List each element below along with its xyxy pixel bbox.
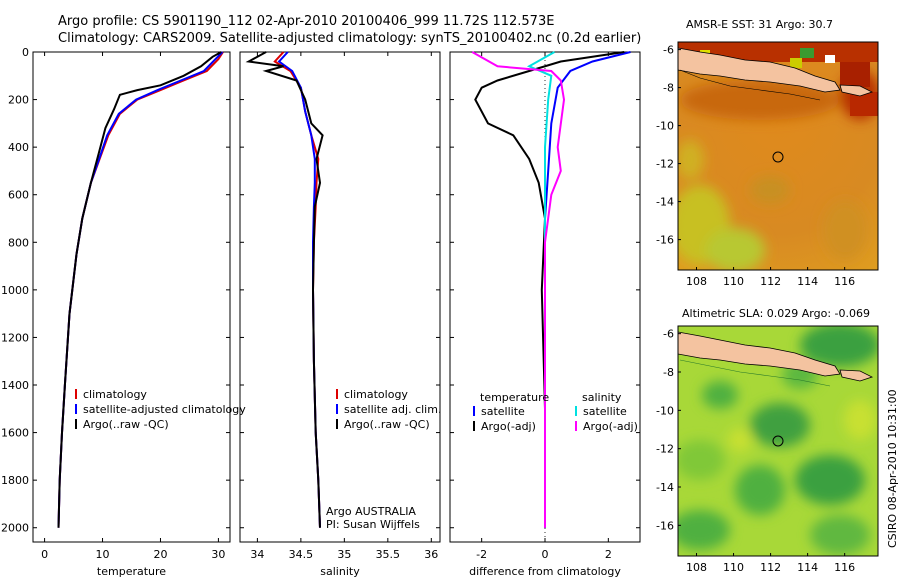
difference-xtick-label: 2 [605, 548, 612, 561]
sst-map-title: AMSR-E SST: 31 Argo: 30.7 [686, 18, 833, 31]
difference-xtick-label: -2 [476, 548, 487, 561]
sst-map-lon-label: 112 [760, 275, 781, 288]
sla-map-title: Altimetric SLA: 0.029 Argo: -0.069 [682, 307, 870, 320]
depth-tick-label: 200 [8, 94, 29, 107]
salinity-legend-label: climatology [344, 388, 408, 401]
salinity-series-argo-raw-qc- [245, 51, 324, 528]
salinity-xtick-label: 34.5 [289, 548, 314, 561]
sla-map-lon-label: 108 [686, 561, 707, 574]
temperature-xlabel: temperature [97, 565, 166, 578]
temperature-frame [32, 51, 231, 543]
sla-map-lon-label: 116 [834, 561, 855, 574]
sla-map-lon-label: 110 [723, 561, 744, 574]
argo-location-marker-sla [772, 435, 784, 447]
sst-map: 108 110 112 114 116 -6 -8 -10 -12 -14 -16 [656, 41, 879, 288]
sla-map-lat-label: -6 [663, 328, 674, 341]
land-java-sla [678, 331, 841, 377]
temperature-series-argo-raw-qc- [57, 51, 222, 528]
sla-map-lat-label: -16 [656, 519, 674, 532]
depth-tick-label: 800 [8, 236, 29, 249]
temperature-legend-label: satellite-adjusted climatology [83, 403, 246, 416]
sst-map-lon-label: 110 [723, 275, 744, 288]
salinity-legend-label: satellite adj. clim. [344, 403, 441, 416]
legend-header-salinity: salinity [582, 391, 622, 404]
difference-series-temperature-satellite [544, 51, 631, 528]
sst-map-lat-label: -10 [656, 120, 674, 133]
temperature-legend-label: Argo(..raw -QC) [83, 418, 169, 431]
argo-annotation: Argo AUSTRALIA [326, 505, 416, 518]
sst-map-lat-label: -16 [656, 234, 674, 247]
difference-xlabel: difference from climatology [469, 565, 621, 578]
sla-map-lat-label: -12 [656, 443, 674, 456]
salinity-xtick-label: 35.5 [376, 548, 401, 561]
legend-header-temperature: temperature [480, 391, 549, 404]
argo-annotation: PI: Susan Wijffels [326, 518, 420, 531]
temperature-xtick-label: 20 [153, 548, 167, 561]
temperature-series-climatology [57, 51, 224, 528]
salinity-xtick-label: 34 [250, 548, 264, 561]
side-label: CSIRO 08-Apr-2010 10:31:00 [886, 389, 899, 548]
land-java-sst [678, 47, 841, 93]
salinity-panel: 34 34.5 35 35.5 36 salinity climatology satelli… [239, 51, 441, 578]
depth-tick-label: 600 [8, 189, 29, 202]
sst-map-lat-label: -6 [663, 44, 674, 57]
title-line-1: Argo profile: CS 5901190_112 02-Apr-2010… [58, 14, 554, 29]
sla-map: 108 110 112 114 116 -6 -8 -10 -12 -14 -16 [656, 325, 879, 574]
temperature-xtick-label: 10 [96, 548, 110, 561]
depth-tick-label: 2000 [1, 522, 29, 535]
depth-tick-label: 1200 [1, 331, 29, 344]
difference-legend-label: Argo(-adj) [481, 420, 536, 433]
temperature-legend-label: climatology [83, 388, 147, 401]
temperature-panel: 0 10 20 30 0 200 400 600 800 1000 1200 1400 1600 1800… [1, 46, 246, 578]
sla-map-lat-label: -14 [656, 481, 674, 494]
difference-legend-label: Argo(-adj) [583, 420, 638, 433]
temperature-series-satellite-adjusted-climatology [57, 51, 224, 528]
salinity-legend-label: Argo(..raw -QC) [344, 418, 430, 431]
sst-map-lon-label: 108 [686, 275, 707, 288]
sst-map-lat-label: -12 [656, 158, 674, 171]
difference-panel: -2 0 2 difference from climatology temperatu… [449, 51, 641, 578]
sla-map-lat-label: -10 [656, 404, 674, 417]
salinity-xlabel: salinity [320, 565, 360, 578]
sla-map-lon-label: 114 [797, 561, 818, 574]
salinity-xtick-label: 35 [337, 548, 351, 561]
argo-location-marker-sst [772, 151, 784, 163]
depth-tick-label: 1600 [1, 427, 29, 440]
depth-tick-label: 1000 [1, 284, 29, 297]
sst-map-lon-label: 116 [834, 275, 855, 288]
difference-series-salinity-argo-adj- [471, 51, 566, 528]
difference-legend-label: satellite [583, 405, 627, 418]
temperature-xtick-label: 0 [41, 548, 48, 561]
depth-tick-label: 0 [22, 46, 29, 59]
difference-series-temperature-argo-adj- [474, 51, 625, 528]
title-line-2: Climatology: CARS2009. Satellite-adjuste… [58, 31, 641, 46]
depth-tick-label: 1800 [1, 474, 29, 487]
sst-map-lat-label: -8 [663, 82, 674, 95]
temperature-xtick-label: 30 [211, 548, 225, 561]
salinity-xtick-label: 36 [424, 548, 438, 561]
salinity-frame [239, 51, 441, 543]
depth-tick-label: 1400 [1, 379, 29, 392]
sla-map-lat-label: -8 [663, 366, 674, 379]
sla-map-lon-label: 112 [760, 561, 781, 574]
sst-map-lon-label: 114 [797, 275, 818, 288]
sst-map-lat-label: -14 [656, 196, 674, 209]
depth-tick-label: 400 [8, 141, 29, 154]
difference-xtick-label: 0 [542, 548, 549, 561]
difference-legend-label: satellite [481, 405, 525, 418]
